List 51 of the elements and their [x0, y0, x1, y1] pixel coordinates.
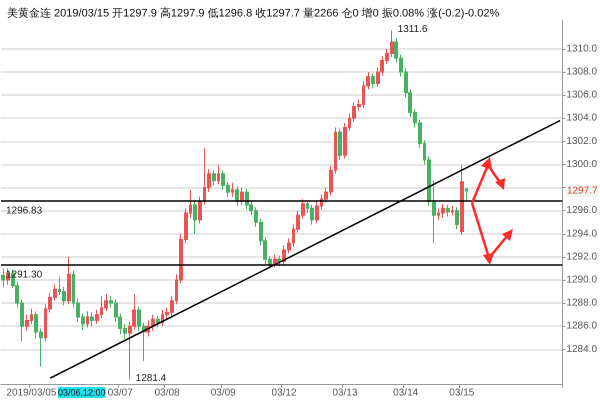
candlestick	[465, 188, 468, 202]
candlestick	[446, 204, 450, 217]
candlestick	[371, 72, 375, 89]
candlestick	[86, 310, 89, 328]
x-tick-label: 03/13	[332, 388, 358, 398]
candlestick	[90, 312, 94, 327]
y-tick-label: 1302.0	[566, 136, 598, 147]
x-tick-label: 03/14	[393, 388, 419, 398]
candlestick	[240, 187, 244, 206]
candlestick	[198, 196, 202, 224]
x-tick-label: 2019/03/05	[6, 388, 57, 398]
ref-line-label: 1296.83	[6, 206, 43, 217]
candlestick	[156, 315, 160, 328]
y-tick-label: 1310.0	[566, 43, 598, 54]
y-tick-label: 1294.0	[566, 228, 598, 240]
candlestick	[310, 204, 314, 226]
candlestick	[217, 164, 220, 185]
candlestick	[432, 180, 436, 244]
candlestick	[235, 186, 239, 207]
candlestick	[455, 206, 459, 230]
annotation: 1281.4	[136, 372, 167, 384]
chart-title: 美黄金连 2019/03/15 开1297.9 高1297.9 低1296.8 收1297.7 量2266 仓0 增0 振0.08% 涨(-0.2)-0.02%	[7, 6, 500, 20]
x-tick-label: 03/15	[449, 388, 475, 398]
y-tick-label: 1292.0	[566, 251, 598, 262]
x-tick-label: 03/09	[210, 388, 236, 398]
candlestick	[338, 128, 342, 160]
y-tick-label: 1296.0	[566, 205, 598, 216]
candlestick	[277, 255, 281, 267]
candlestick	[193, 200, 197, 234]
candlestick	[451, 206, 454, 216]
candlestick	[231, 182, 234, 198]
y-tick-label: 1300.0	[566, 158, 598, 170]
candlestick	[441, 203, 445, 218]
annotation: 1311.6	[398, 24, 428, 35]
y-tick-label: 1284.0	[566, 344, 598, 355]
x-tick-label: 03/12	[272, 388, 297, 398]
text: 03/06,12:00	[58, 388, 106, 398]
y-tick-label: 1306.0	[566, 90, 598, 101]
candlestick	[212, 170, 216, 186]
y-tick-label: 1286.0	[566, 320, 598, 332]
y-tick-label: 1288.0	[566, 298, 598, 309]
y-tick-label: 1290.0	[566, 274, 598, 286]
candlestick	[460, 164, 464, 236]
candlestick	[1, 268, 5, 288]
candlestick	[67, 256, 71, 305]
candlestick	[273, 254, 277, 268]
text: 1297.7	[567, 186, 598, 197]
x-tick-label: 03/08	[154, 388, 180, 398]
y-tick-label: 1304.0	[566, 112, 598, 124]
x-tick-label: 03/07	[108, 388, 134, 398]
y-tick-label: 1308.0	[566, 66, 598, 78]
